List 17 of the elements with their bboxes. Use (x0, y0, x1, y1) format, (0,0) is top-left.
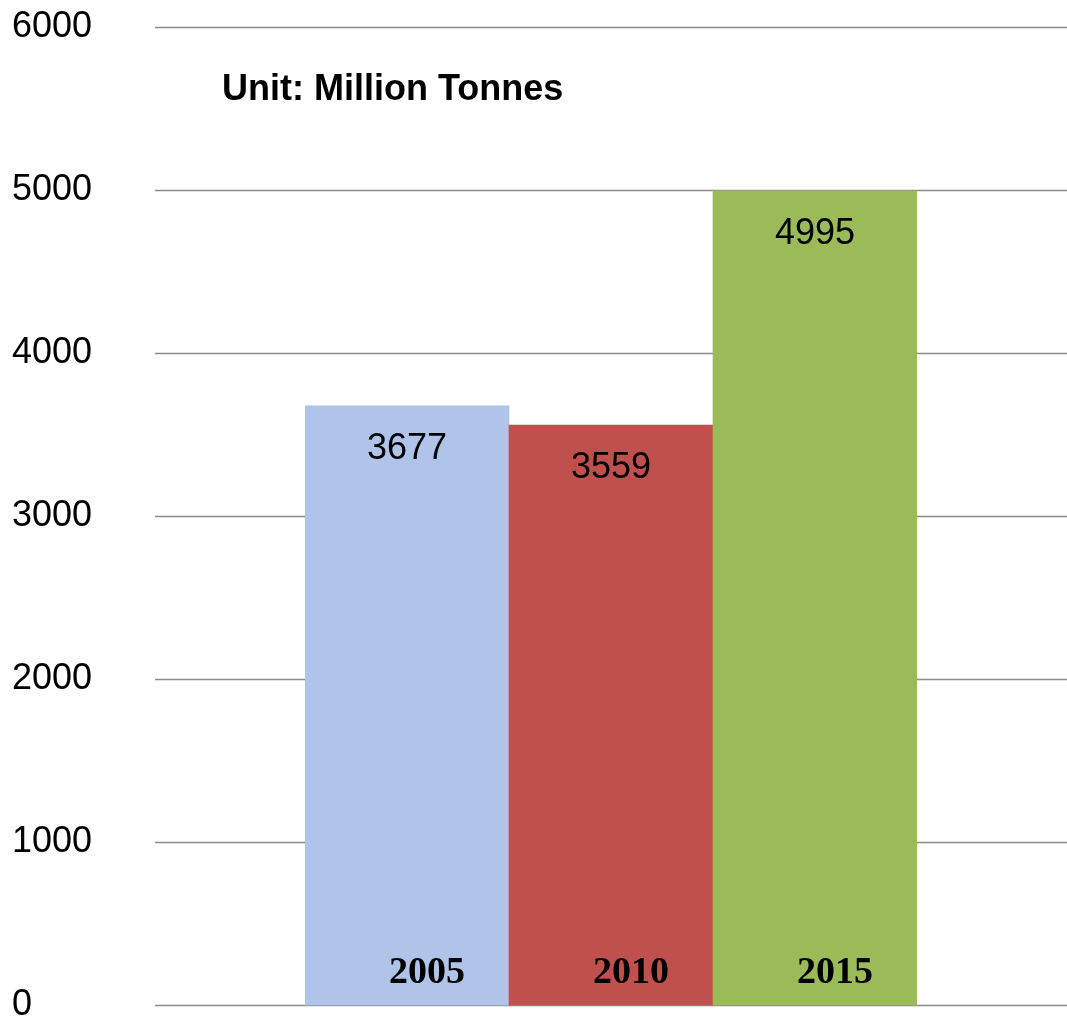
y-tick-label: 0 (12, 982, 33, 1024)
y-tick-label: 1000 (12, 819, 93, 861)
y-tick-label: 4000 (12, 330, 93, 372)
data-label: 4995 (774, 210, 856, 252)
y-tick-label: 3000 (12, 493, 93, 535)
data-label: 3559 (570, 444, 652, 486)
bar (508, 424, 714, 1006)
annotation: Unit: Million Tonnes (222, 66, 564, 108)
y-tick-label: 6000 (12, 3, 93, 45)
y-tick-label: 2000 (12, 656, 93, 698)
bar (712, 190, 917, 1006)
data-label: 3677 (366, 425, 448, 467)
y-tick-label: 5000 (12, 166, 93, 208)
x-tick-label: 2005 (389, 949, 465, 992)
x-tick-label: 2010 (593, 949, 669, 992)
x-tick-label: 2015 (797, 949, 873, 992)
bar (305, 405, 510, 1006)
